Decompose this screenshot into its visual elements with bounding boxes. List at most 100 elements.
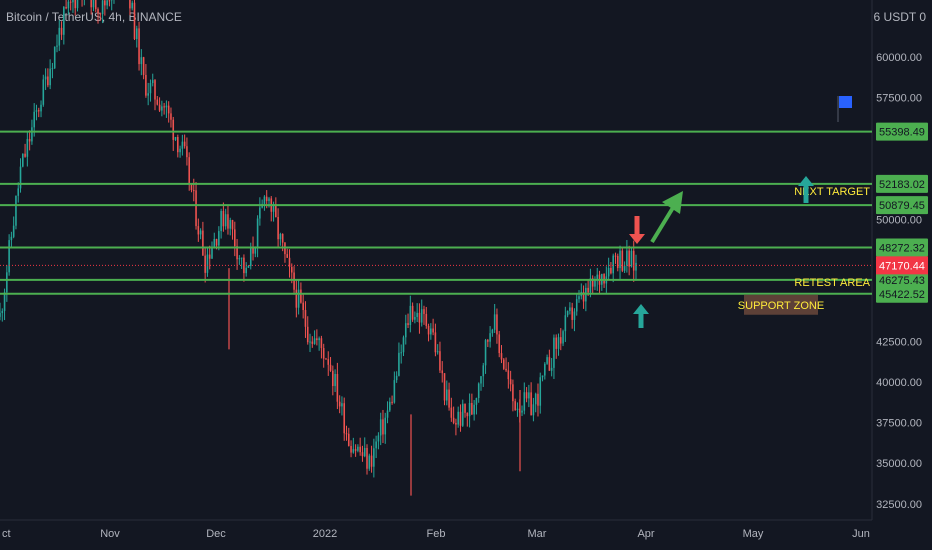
candle-body — [379, 419, 382, 436]
candle-body — [231, 219, 234, 230]
candle-body — [97, 9, 99, 14]
candle-body — [197, 226, 200, 235]
candle-body — [430, 328, 432, 335]
y-tick-label: 40000.00 — [876, 377, 922, 389]
y-tick-label: 32500.00 — [876, 499, 922, 511]
candle-body — [548, 357, 551, 371]
candle-body — [459, 411, 462, 426]
candle-body — [357, 446, 359, 451]
candle-body — [76, 0, 79, 9]
candle-body — [238, 258, 241, 260]
level-label-bg — [876, 174, 928, 193]
candle-body — [477, 383, 480, 399]
candle-body — [528, 392, 530, 399]
candle-body — [514, 401, 516, 410]
level-label: 48272.32 — [879, 242, 925, 254]
candle-body — [211, 248, 213, 259]
candle-body — [505, 368, 507, 371]
candle-body — [366, 447, 368, 469]
candle-body — [587, 287, 589, 293]
candle-body — [268, 198, 270, 202]
candle-body — [161, 106, 163, 111]
candle-body — [224, 214, 227, 227]
candle-body — [311, 341, 314, 344]
candle-body — [186, 146, 188, 158]
x-tick-label: Apr — [637, 528, 654, 540]
candle-body — [325, 358, 327, 360]
y-tick-label: 50000.00 — [876, 214, 922, 226]
candle-body — [10, 236, 13, 241]
candle-body — [559, 337, 562, 344]
candle-body — [277, 216, 279, 240]
candle-body — [418, 312, 421, 323]
candle-body — [236, 246, 238, 260]
candle-body — [635, 262, 637, 271]
candle-body — [179, 148, 181, 153]
candle-body — [31, 127, 33, 142]
candle-body — [170, 113, 172, 120]
candle-body — [350, 445, 352, 453]
level-label-bg — [876, 238, 928, 257]
candle-body — [279, 233, 282, 240]
candle-body — [423, 309, 425, 314]
candle-body — [249, 247, 252, 266]
candle-body — [174, 137, 177, 140]
candle-body — [256, 218, 259, 248]
candle-body — [594, 280, 596, 287]
candle-body — [188, 157, 191, 185]
candle-body — [44, 76, 47, 80]
x-tick-label: Mar — [528, 528, 547, 540]
candle-body — [500, 353, 503, 360]
candle-body — [502, 359, 505, 369]
candle-body — [17, 188, 20, 196]
candle-body — [354, 449, 357, 451]
candle-body — [445, 389, 448, 401]
candle-body — [74, 0, 77, 9]
candle-body — [407, 323, 409, 325]
candle-body — [94, 0, 97, 10]
candle-body — [204, 255, 206, 273]
x-tick-label: 2022 — [313, 528, 337, 540]
candle-body — [452, 417, 455, 423]
candle-body — [0, 312, 1, 317]
candle-body — [151, 80, 154, 84]
candle-body — [329, 364, 332, 371]
candle-body — [108, 0, 111, 2]
candle-body — [400, 352, 403, 354]
candle-body — [557, 337, 560, 349]
annotation-retest-area: RETEST AREA — [794, 277, 870, 289]
candle-body — [156, 99, 159, 105]
candle-body — [142, 57, 145, 75]
candle-body — [233, 229, 236, 247]
candle-body — [49, 68, 51, 86]
candle-body — [104, 0, 106, 6]
candle-body — [281, 233, 284, 243]
currency-label[interactable]: 6 USDT 0 — [873, 10, 926, 24]
candle-body — [147, 93, 149, 96]
candle-body — [288, 257, 291, 267]
candle-body — [158, 104, 161, 111]
candle-body — [338, 401, 341, 407]
candle-body — [145, 74, 147, 96]
candle-body — [569, 307, 571, 311]
candle-body — [523, 392, 526, 411]
candle-body — [293, 272, 295, 290]
x-tick-label: Nov — [100, 528, 120, 540]
candle-body — [165, 105, 168, 108]
candle-body — [341, 403, 343, 407]
candle-body — [493, 314, 496, 330]
candle-body — [183, 141, 186, 147]
candle-body — [539, 377, 542, 406]
candle-body — [509, 379, 512, 385]
candle-body — [3, 292, 6, 311]
candles-group — [0, 0, 637, 478]
candle-body — [306, 326, 309, 343]
candle-body — [60, 27, 63, 35]
candle-body — [300, 289, 302, 303]
candle-body — [361, 452, 364, 457]
candle-body — [471, 402, 473, 415]
candle-body — [386, 410, 389, 418]
candle-body — [480, 376, 482, 384]
annotation-support-zone: SUPPORT ZONE — [738, 300, 824, 312]
